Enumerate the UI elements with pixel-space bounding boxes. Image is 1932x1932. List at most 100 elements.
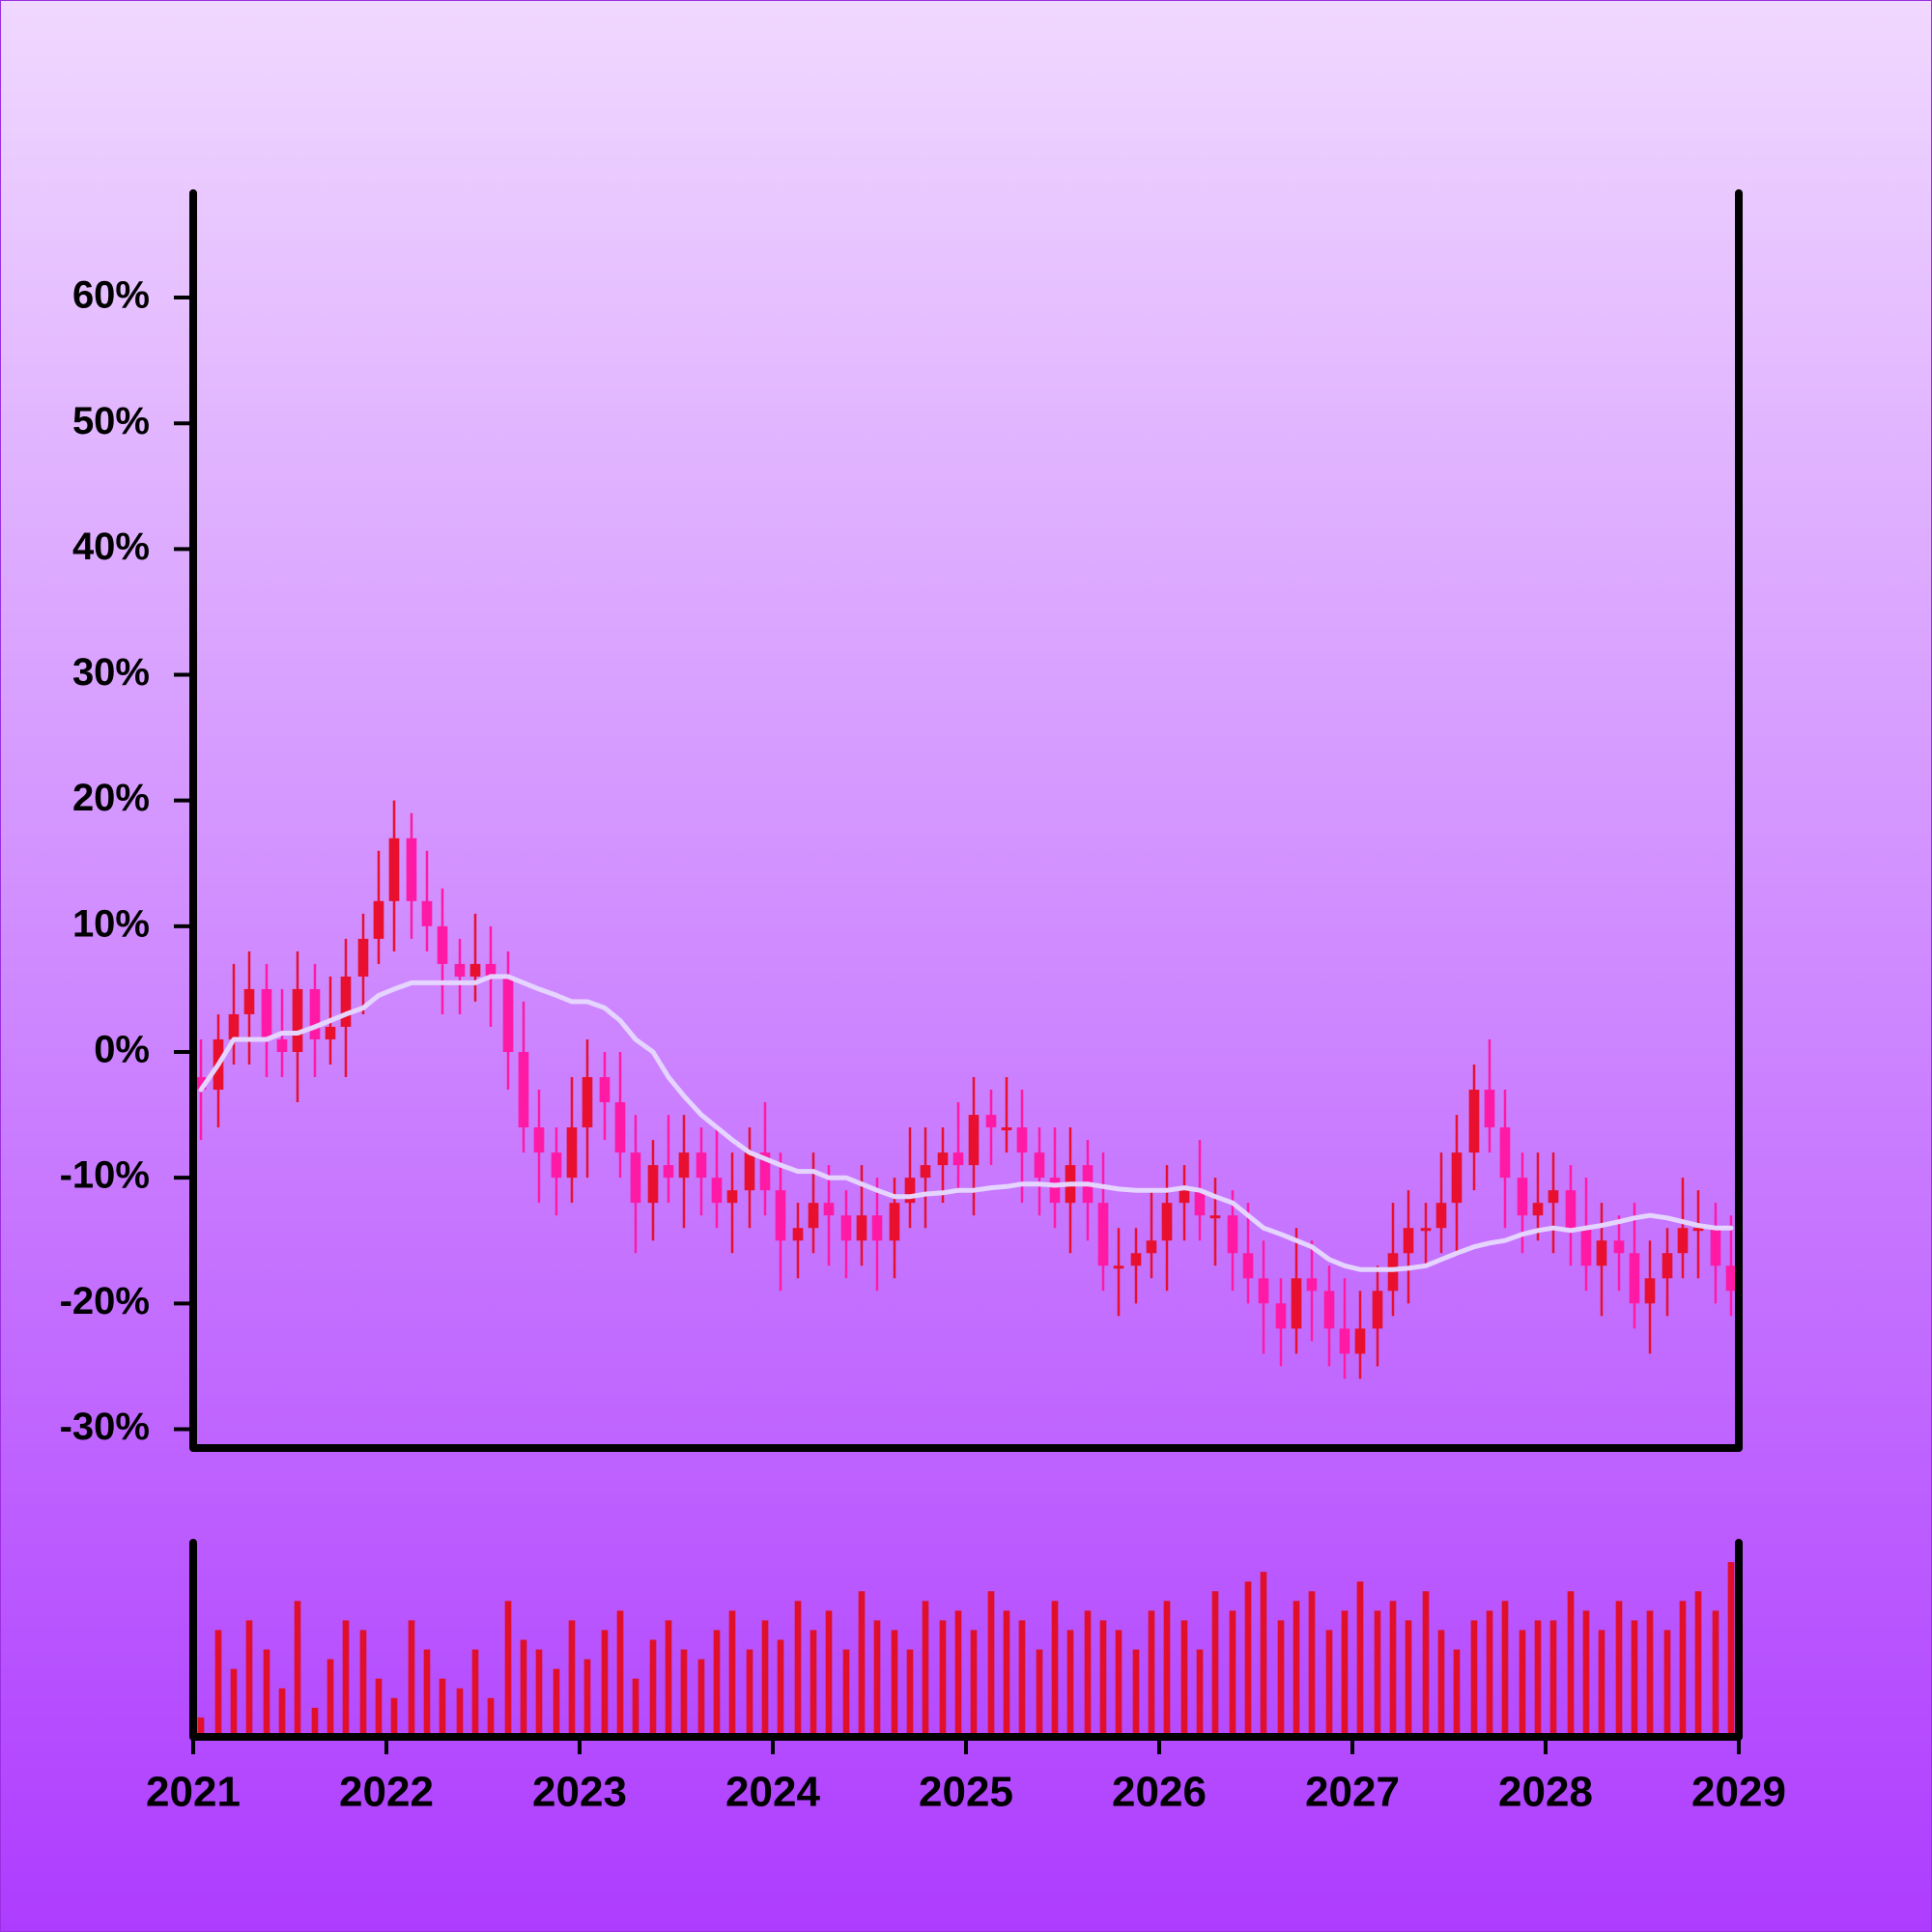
volume-bar [649,1639,657,1737]
volume-bar [1663,1630,1671,1737]
volume-bar [583,1659,591,1737]
y-tick-label: 10% [72,902,150,945]
x-tick-label: 2026 [1112,1769,1207,1816]
volume-bar [777,1639,784,1737]
volume-bar [1260,1572,1267,1737]
candle-body [647,1165,659,1204]
volume-bar [375,1678,383,1737]
volume-bar [1470,1620,1478,1737]
candle-body [1613,1240,1625,1254]
candle-body [808,1203,819,1229]
volume-bar [825,1610,833,1737]
y-tick-label: -30% [60,1406,150,1448]
candle-body [1161,1203,1173,1241]
y-tick-label: 20% [72,777,150,819]
candle-body [952,1152,964,1166]
candle-body [985,1115,997,1128]
volume-bar [1277,1620,1285,1737]
y-tick-label: 50% [72,400,150,442]
volume-bar [842,1649,850,1737]
volume-bar [1293,1601,1300,1737]
volume-bar [794,1601,802,1737]
volume-bar [1501,1601,1509,1737]
volume-bar [1405,1620,1412,1737]
volume-bar [1437,1630,1445,1737]
candle-body [614,1102,626,1153]
volume-bar [1598,1630,1605,1737]
price-frame [189,189,1743,1452]
candle-body [1662,1253,1673,1279]
candle-body [1242,1253,1254,1279]
candle-body [1209,1215,1221,1219]
y-tick-label: -10% [60,1154,150,1197]
candle-body [1130,1253,1142,1266]
x-tick-label: 2022 [339,1769,434,1816]
candle-body [1403,1228,1414,1254]
volume-bar [1325,1630,1333,1737]
candle-body [1227,1215,1238,1254]
candle-body [1372,1291,1383,1329]
volume-bar [230,1668,238,1737]
candle-body [1194,1190,1206,1216]
candle-body [871,1215,883,1241]
volume-bar [810,1630,817,1737]
volume-bar [1163,1601,1171,1737]
volume-bar [359,1630,367,1737]
candle-body [744,1152,755,1191]
candle-body [502,976,514,1052]
volume-bar [1132,1649,1140,1737]
candle-body [840,1215,852,1241]
candle-body [292,988,303,1052]
candle-body [711,1178,723,1204]
volume-bar [456,1688,464,1737]
candle-body [1644,1278,1656,1304]
volume-bar [278,1688,286,1737]
candle-body [454,963,466,977]
candle-body [1484,1090,1495,1128]
x-tick-label: 2027 [1305,1769,1400,1816]
volume-bar [746,1649,753,1737]
candle-body [1532,1203,1544,1216]
candle-body [357,938,369,977]
candle-body [1596,1240,1607,1266]
candle-body [1049,1178,1061,1204]
volume-bar [1084,1610,1092,1737]
volume-bar [553,1668,560,1737]
volume-bar [1308,1591,1316,1737]
candle-body [566,1127,578,1179]
volume-bar [1018,1620,1026,1737]
candle-body [195,1077,207,1091]
volume-bar [439,1678,446,1737]
candle-body [373,900,384,939]
volume-bar [761,1620,769,1737]
candle-body [678,1152,690,1179]
candle-body [551,1152,562,1179]
candle-body [1435,1203,1447,1229]
volume-bar [1389,1601,1397,1737]
candle-body [920,1165,931,1179]
volume-bar [294,1601,301,1737]
candle-body [309,988,321,1039]
y-tick-label: 60% [72,274,150,317]
candle-body [630,1152,641,1204]
candle-body [1275,1303,1287,1329]
x-tick-label: 2021 [146,1769,241,1816]
volume-bar [1003,1610,1010,1737]
candle-body [1565,1190,1577,1229]
candle-body [1468,1090,1480,1153]
volume-bar [342,1620,350,1737]
candle-body [1517,1178,1528,1216]
candle-body [968,1115,980,1166]
volume-bar [601,1630,609,1737]
volume-bar [214,1630,222,1737]
candle-body [469,963,481,977]
candle-body [406,838,417,901]
volume-bar [1549,1620,1557,1737]
candle-body [1323,1291,1335,1329]
volume-bar [1519,1630,1526,1737]
candle-body [437,925,448,964]
candle-body [904,1178,916,1204]
volume-bar [987,1591,995,1737]
